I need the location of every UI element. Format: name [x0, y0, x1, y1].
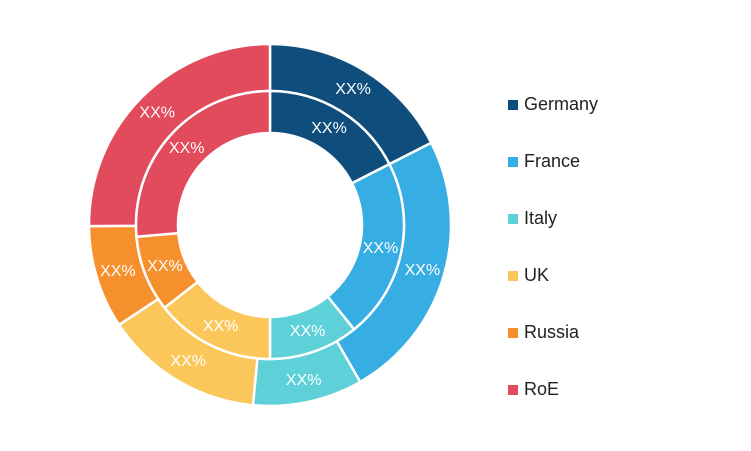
outer-slice-label: XX% [100, 263, 136, 280]
legend-item-russia: Russia [508, 304, 598, 361]
inner-slice-label: XX% [363, 240, 399, 257]
outer-slice-label: XX% [286, 372, 322, 389]
legend: Germany France Italy UK Russia RoE [508, 76, 598, 418]
legend-item-germany: Germany [508, 76, 598, 133]
legend-label: Germany [524, 94, 599, 114]
legend-swatch [508, 156, 518, 167]
legend-swatch [508, 99, 518, 110]
outer-slice-label: XX% [170, 353, 206, 370]
inner-slice-label: XX% [147, 258, 183, 275]
inner-slice-label: XX% [311, 120, 347, 137]
legend-item-france: France [508, 133, 598, 190]
inner-slice-label: XX% [169, 140, 205, 157]
outer-slice-label: XX% [405, 262, 441, 279]
legend-swatch [508, 327, 518, 338]
legend-swatch [508, 270, 518, 281]
legend-item-italy: Italy [508, 190, 598, 247]
legend-swatch [508, 384, 518, 395]
legend-label: Italy [524, 208, 558, 228]
inner-slice-roe [134, 89, 272, 239]
legend-label: RoE [524, 379, 560, 399]
legend-item-uk: UK [508, 247, 598, 304]
legend-item-roe: RoE [508, 361, 598, 418]
inner-slice-label: XX% [290, 323, 326, 340]
legend-label: UK [524, 265, 550, 285]
inner-slice-label: XX% [203, 318, 239, 335]
legend-label: Russia [524, 322, 580, 342]
outer-slice-label: XX% [139, 104, 175, 121]
legend-swatch [508, 213, 518, 224]
outer-slice-label: XX% [335, 81, 371, 98]
legend-label: France [524, 151, 581, 171]
